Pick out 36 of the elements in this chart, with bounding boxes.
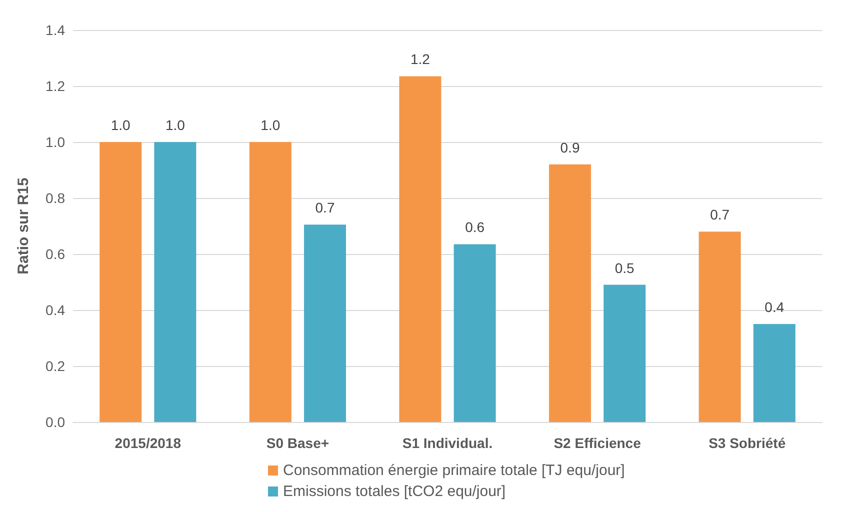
data-label: 1.2 bbox=[410, 51, 430, 68]
data-label: 0.9 bbox=[560, 139, 580, 156]
data-label: 0.7 bbox=[315, 200, 335, 216]
bar bbox=[399, 76, 442, 422]
y-tick-label: 0.2 bbox=[46, 358, 66, 374]
bar bbox=[249, 142, 292, 422]
y-tick-label: 0.8 bbox=[46, 190, 66, 206]
data-label: 0.5 bbox=[614, 260, 635, 276]
data-label: 0.4 bbox=[764, 299, 784, 315]
bar bbox=[454, 244, 496, 422]
x-tick-label: S1 Individual. bbox=[402, 435, 493, 451]
data-label: 0.7 bbox=[710, 206, 730, 223]
x-tick-label: S3 Sobriété bbox=[708, 435, 786, 451]
y-tick-label: 0.6 bbox=[46, 246, 66, 262]
data-label: 1.0 bbox=[165, 117, 186, 133]
bar bbox=[154, 142, 196, 422]
bar bbox=[604, 284, 646, 422]
data-label: 0.6 bbox=[465, 219, 485, 236]
bar bbox=[304, 224, 346, 422]
y-tick-label: 1.0 bbox=[46, 134, 66, 150]
bar bbox=[100, 142, 142, 422]
bar bbox=[549, 164, 591, 422]
legend-label: Emissions totales [tCO2 equ/jour] bbox=[283, 483, 506, 500]
y-tick-label: 1.4 bbox=[46, 22, 66, 38]
legend-label: Consommation énergie primaire totale [TJ equ/jour] bbox=[283, 462, 625, 479]
data-label: 1.0 bbox=[260, 117, 280, 133]
bar bbox=[698, 232, 741, 422]
x-tick-label: 2015/2018 bbox=[114, 435, 182, 451]
y-tick-label: 0.0 bbox=[46, 414, 66, 430]
x-tick-label: S0 Base+ bbox=[266, 435, 330, 451]
y-axis-title: Ratio sur R15 bbox=[15, 178, 32, 274]
bar bbox=[753, 324, 796, 422]
x-tick-label: S2 Efficience bbox=[554, 435, 642, 451]
y-tick-label: 0.4 bbox=[46, 302, 66, 318]
data-label: 1.0 bbox=[110, 117, 131, 133]
y-tick-label: 1.2 bbox=[46, 78, 66, 94]
